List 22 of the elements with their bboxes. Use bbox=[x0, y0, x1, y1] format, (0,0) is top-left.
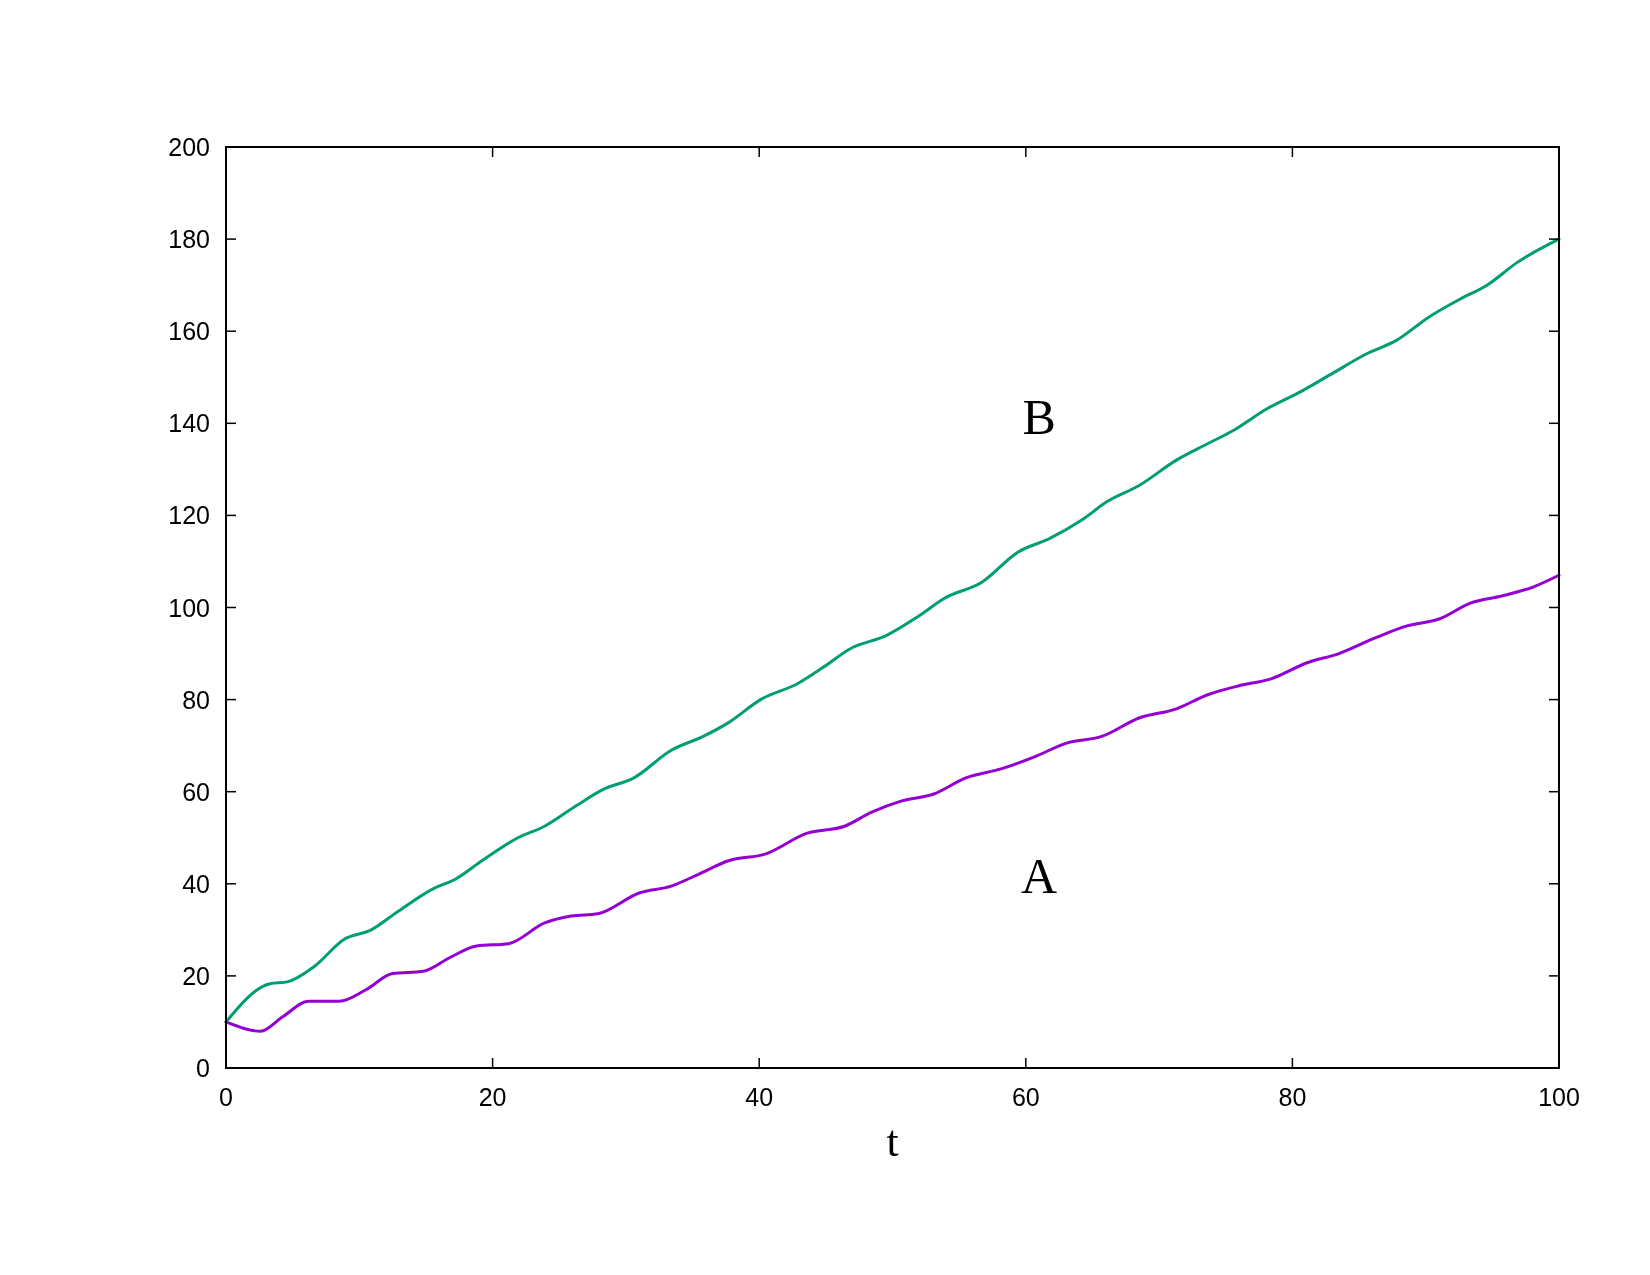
y-tick-label: 200 bbox=[168, 133, 210, 161]
x-tick-label: 80 bbox=[1278, 1083, 1307, 1111]
y-tick-label: 20 bbox=[182, 961, 210, 990]
series-label: B bbox=[1022, 389, 1056, 446]
y-tick-label: 0 bbox=[196, 1054, 210, 1082]
x-tick-label: 0 bbox=[219, 1083, 233, 1111]
x-tick-label: 60 bbox=[1011, 1083, 1040, 1111]
y-tick-label: 180 bbox=[168, 225, 210, 254]
y-tick-label: 80 bbox=[182, 685, 210, 714]
line-series bbox=[224, 237, 1561, 1024]
x-axis-title: t bbox=[886, 1117, 899, 1166]
x-tick-label: 100 bbox=[1538, 1083, 1580, 1111]
y-tick-label: 160 bbox=[168, 317, 210, 346]
y-tick-label: 40 bbox=[182, 869, 210, 898]
y-tick-label: 100 bbox=[168, 593, 210, 622]
y-tick-label: 120 bbox=[168, 501, 210, 530]
line-series bbox=[224, 573, 1561, 1033]
y-tick-label: 60 bbox=[182, 777, 210, 806]
x-tick-label: 40 bbox=[745, 1083, 774, 1111]
y-tick-label: 140 bbox=[168, 409, 210, 438]
series-label: A bbox=[1021, 848, 1058, 905]
x-tick-label: 20 bbox=[478, 1083, 507, 1111]
